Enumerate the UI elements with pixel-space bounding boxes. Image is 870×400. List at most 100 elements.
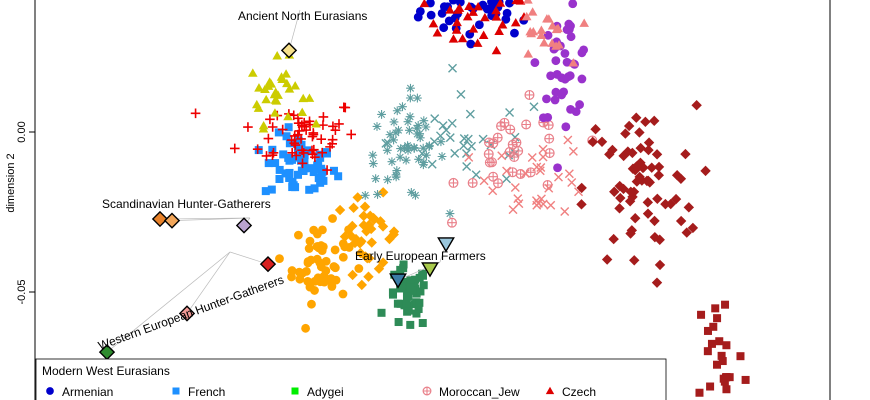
- data-point: [467, 141, 477, 151]
- data-point: [524, 89, 535, 100]
- data-point: [395, 152, 405, 162]
- data-point: [418, 319, 427, 328]
- data-point: [536, 25, 547, 34]
- data-point: [275, 175, 284, 184]
- series-darkred: [576, 99, 711, 288]
- data-point: [567, 178, 577, 188]
- data-point: [252, 144, 263, 154]
- data-point: [334, 172, 343, 181]
- data-point: [513, 194, 523, 204]
- data-point: [510, 17, 521, 27]
- data-point: [339, 231, 351, 242]
- data-point: [707, 339, 716, 348]
- y-tick-label-0: 0.00: [16, 121, 28, 142]
- data-point: [601, 254, 613, 265]
- data-point: [305, 236, 315, 246]
- data-point: [377, 187, 389, 198]
- data-point: [620, 128, 631, 139]
- data-point: [721, 300, 730, 309]
- data-point: [643, 144, 654, 156]
- data-point: [272, 51, 282, 60]
- legend-entries: Armenian French Adygei Moroccan_Jew Czech: [46, 385, 596, 399]
- data-point: [415, 129, 425, 139]
- data-point: [330, 125, 341, 136]
- data-point: [329, 166, 338, 175]
- data-point: [430, 114, 440, 124]
- data-point: [281, 69, 291, 78]
- data-point: [300, 157, 309, 166]
- data-point: [419, 0, 430, 8]
- data-point: [478, 134, 488, 144]
- data-point: [429, 137, 439, 147]
- data-point: [297, 107, 308, 116]
- data-point: [412, 93, 422, 103]
- data-point: [263, 133, 274, 144]
- data-point: [636, 175, 648, 186]
- data-point: [609, 186, 620, 197]
- data-point: [479, 176, 489, 186]
- data-point: [415, 298, 424, 307]
- data-point: [543, 30, 553, 40]
- data-point: [316, 134, 327, 144]
- data-point: [462, 11, 473, 21]
- data-point: [464, 1, 474, 10]
- legend-label: Adygei: [307, 385, 344, 399]
- series-salmon: [521, 0, 589, 67]
- data-point: [579, 18, 589, 27]
- data-point: [392, 106, 402, 116]
- data-point: [289, 138, 300, 148]
- data-point: [406, 320, 415, 329]
- data-point: [630, 212, 641, 224]
- data-point: [452, 17, 462, 27]
- data-point: [539, 38, 549, 47]
- data-point: [283, 111, 293, 121]
- data-point: [546, 200, 556, 210]
- data-point: [294, 170, 303, 179]
- data-point: [491, 5, 501, 15]
- data-point: [532, 162, 542, 172]
- data-point: [649, 231, 661, 243]
- data-point: [287, 272, 296, 282]
- data-point: [720, 377, 729, 386]
- data-point: [493, 178, 504, 189]
- data-point: [709, 322, 718, 331]
- data-point: [448, 177, 459, 188]
- data-point: [303, 276, 313, 286]
- legend-entry-moroccan-jew: Moroccan_Jew: [422, 385, 520, 399]
- data-point: [491, 12, 502, 21]
- data-point: [635, 157, 646, 169]
- data-point: [371, 174, 381, 184]
- data-point: [457, 33, 468, 43]
- data-point: [671, 170, 683, 181]
- data-point: [377, 221, 389, 232]
- data-point: [564, 169, 574, 179]
- data-point: [404, 125, 414, 135]
- legend-label: Moroccan_Jew: [439, 385, 520, 399]
- data-point: [322, 165, 332, 175]
- data-point: [282, 132, 291, 141]
- data-point: [691, 99, 702, 111]
- data-point: [377, 257, 389, 268]
- data-point: [670, 193, 682, 205]
- data-point: [547, 38, 557, 47]
- data-point: [448, 34, 459, 43]
- data-point: [260, 84, 270, 93]
- data-point: [462, 162, 472, 172]
- leader-line: [229, 251, 269, 265]
- data-point: [615, 192, 626, 204]
- data-point: [364, 219, 375, 231]
- data-point: [312, 229, 322, 239]
- data-point: [267, 150, 278, 160]
- data-point: [307, 164, 316, 173]
- data-point: [394, 318, 403, 327]
- data-point: [711, 304, 720, 313]
- data-point: [553, 163, 562, 173]
- data-point: [296, 134, 306, 144]
- data-point: [437, 152, 447, 161]
- data-point: [304, 116, 315, 127]
- leader-line: [186, 251, 231, 314]
- legend-marker: [422, 386, 432, 396]
- data-point: [439, 2, 449, 12]
- data-point: [542, 180, 553, 191]
